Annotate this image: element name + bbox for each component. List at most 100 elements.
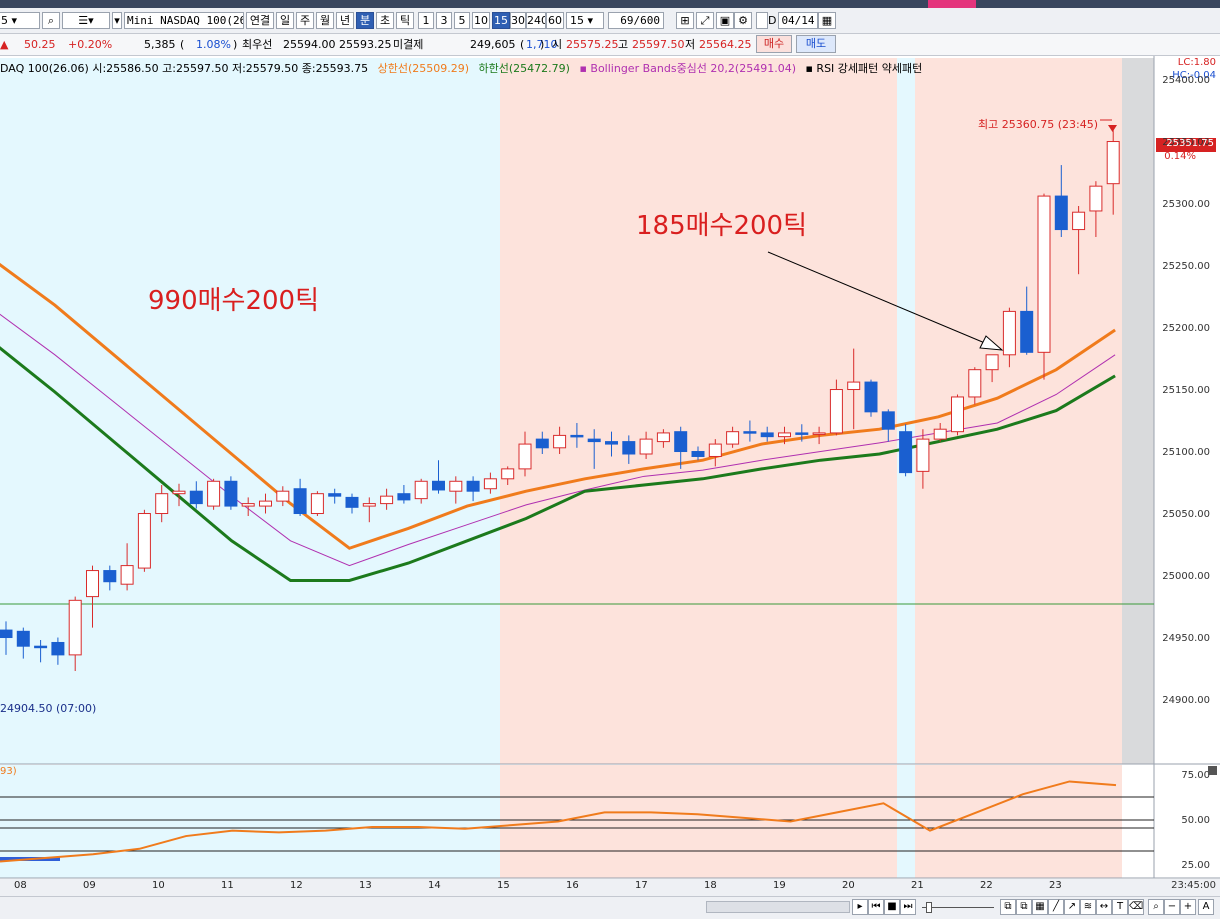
candle-down[interactable]: [760, 432, 774, 438]
candle-up[interactable]: [1106, 141, 1120, 185]
candle-down[interactable]: [103, 570, 117, 583]
interval-select[interactable]: 15 ▾: [566, 12, 604, 29]
interval-button-15[interactable]: 15: [492, 12, 510, 29]
candle-down[interactable]: [34, 645, 48, 649]
bollinger-upper-line[interactable]: [0, 262, 1116, 550]
candle-up[interactable]: [778, 432, 791, 438]
zoom-slider-thumb[interactable]: [926, 902, 932, 913]
candle-up[interactable]: [726, 431, 740, 445]
candle-up[interactable]: [241, 503, 255, 507]
candle-up[interactable]: [155, 493, 169, 515]
candle-up[interactable]: [1089, 185, 1103, 212]
candle-down[interactable]: [743, 431, 757, 434]
candle-up[interactable]: [380, 495, 394, 505]
period-button-connect[interactable]: 연결: [246, 12, 274, 29]
candle-up[interactable]: [137, 513, 151, 569]
gear-icon[interactable]: ⚙: [734, 12, 752, 29]
candle-up[interactable]: [1072, 211, 1086, 231]
save-icon[interactable]: ▣: [716, 12, 734, 29]
stop-icon[interactable]: ■: [884, 899, 900, 915]
interval-button-60[interactable]: 60: [546, 12, 564, 29]
interval-button-10[interactable]: 10: [472, 12, 490, 29]
candle-down[interactable]: [899, 431, 913, 474]
search-icon[interactable]: ⌕: [42, 12, 60, 29]
period-button-week[interactable]: 주: [296, 12, 314, 29]
period-button-month[interactable]: 월: [316, 12, 334, 29]
candle-up[interactable]: [68, 599, 82, 656]
candle-down[interactable]: [1054, 195, 1068, 231]
period-button-minute[interactable]: 분: [356, 12, 374, 29]
candle-up[interactable]: [951, 396, 964, 433]
candle-up[interactable]: [172, 490, 186, 495]
bollinger-middle-line[interactable]: [0, 311, 1116, 567]
candle-down[interactable]: [293, 488, 307, 515]
trend-icon[interactable]: ↗: [1064, 899, 1080, 915]
candle-down[interactable]: [345, 496, 359, 508]
candle-up[interactable]: [276, 490, 290, 502]
candle-down[interactable]: [466, 480, 480, 492]
copy-icon[interactable]: ⧉: [1016, 899, 1032, 915]
interval-button-30[interactable]: 30: [510, 12, 526, 29]
candle-up[interactable]: [120, 565, 134, 585]
grid-icon[interactable]: ▦: [1032, 899, 1048, 915]
buy-button[interactable]: 매수: [756, 35, 792, 53]
candle-down[interactable]: [16, 630, 30, 647]
symbol-name-field[interactable]: Mini NASDAQ 100(26.0: [124, 12, 244, 29]
candle-up[interactable]: [362, 503, 376, 507]
candle-up[interactable]: [847, 381, 861, 391]
period-button-day[interactable]: 일: [276, 12, 294, 29]
candle-up[interactable]: [207, 480, 221, 507]
zoom-in-icon[interactable]: +: [1180, 899, 1196, 915]
rsi-line[interactable]: [0, 780, 1117, 863]
legend-lower-band[interactable]: 하한선(25472.79): [478, 62, 570, 75]
candle-up[interactable]: [501, 468, 515, 480]
candle-down[interactable]: [189, 490, 203, 505]
candle-up[interactable]: [310, 493, 324, 515]
date-checkbox[interactable]: [756, 12, 768, 29]
interval-button-1[interactable]: 1: [418, 12, 434, 29]
candle-down[interactable]: [224, 480, 238, 507]
price-chart[interactable]: [0, 56, 1220, 896]
font-size-icon[interactable]: A: [1198, 899, 1214, 915]
candle-down[interactable]: [51, 641, 65, 656]
crosshair-icon[interactable]: ⊞: [676, 12, 694, 29]
candle-down[interactable]: [432, 480, 445, 491]
erase-icon[interactable]: ⌫: [1128, 899, 1144, 915]
candle-down[interactable]: [795, 432, 809, 435]
candle-down[interactable]: [0, 629, 13, 639]
legend-rsi-pattern[interactable]: ▪ RSI 강세패턴 약세패턴: [805, 62, 923, 75]
candle-up[interactable]: [708, 443, 722, 457]
scroll-last-icon[interactable]: ⏭: [900, 899, 916, 915]
period-button-year[interactable]: 년: [336, 12, 354, 29]
candle-down[interactable]: [691, 451, 705, 457]
candle-up[interactable]: [414, 480, 428, 500]
interval-button-240[interactable]: 240: [526, 12, 546, 29]
candle-up[interactable]: [812, 432, 826, 435]
candle-up[interactable]: [259, 500, 272, 507]
candle-down[interactable]: [622, 441, 636, 455]
candle-down[interactable]: [605, 441, 618, 445]
data-count-field[interactable]: 69/600: [608, 12, 664, 29]
interval-button-3[interactable]: 3: [436, 12, 452, 29]
horizontal-scrollbar[interactable]: [706, 901, 850, 913]
code-select[interactable]: 5 ▾: [0, 12, 40, 29]
rsi-pane-close-icon[interactable]: [1208, 766, 1217, 775]
candle-up[interactable]: [553, 434, 567, 449]
candle-down[interactable]: [328, 493, 342, 497]
candle-down[interactable]: [864, 381, 878, 413]
candle-down[interactable]: [1020, 310, 1034, 353]
candle-up[interactable]: [1002, 310, 1016, 356]
text-tool-icon[interactable]: T: [1112, 899, 1128, 915]
legend-upper-band[interactable]: 상한선(25509.29): [377, 62, 470, 75]
sell-button[interactable]: 매도: [796, 35, 836, 53]
candle-down[interactable]: [570, 434, 584, 438]
candle-up[interactable]: [1037, 195, 1051, 353]
scroll-right-icon[interactable]: ▸: [852, 899, 868, 915]
candle-down[interactable]: [397, 493, 411, 501]
measure-icon[interactable]: ↔: [1096, 899, 1112, 915]
candle-up[interactable]: [449, 480, 463, 492]
legend-bollinger[interactable]: ▪ Bollinger Bands중심선 20,2(25491.04): [579, 62, 796, 75]
candle-down[interactable]: [881, 411, 895, 430]
layout-icon[interactable]: ⧉: [1000, 899, 1016, 915]
candle-up[interactable]: [968, 369, 982, 398]
